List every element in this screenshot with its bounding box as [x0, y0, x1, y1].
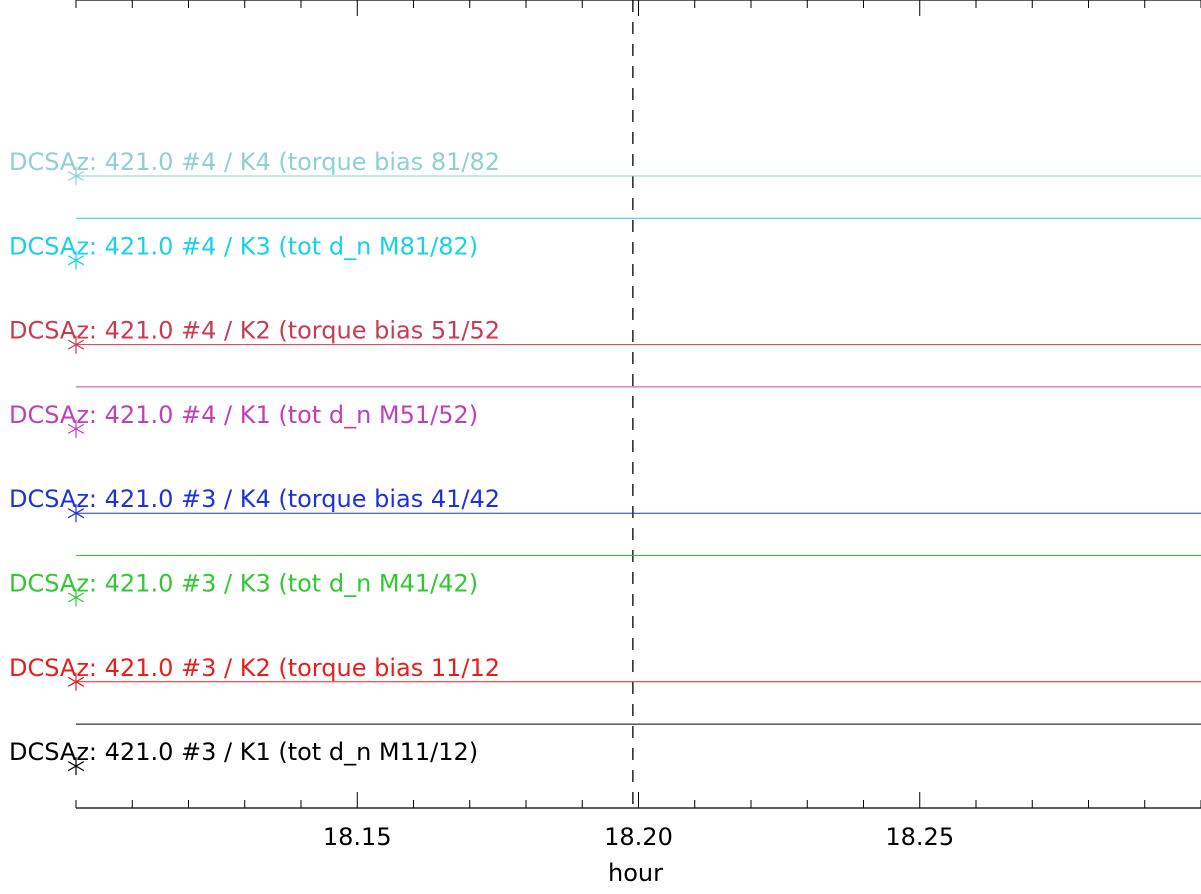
series-marker [67, 757, 85, 776]
x-axis-label: hour [608, 859, 663, 887]
series-marker [67, 167, 85, 185]
series-marker [67, 672, 85, 691]
series-label: DCSAz: 421.0 #3 / K4 (torque bias 41/42 [9, 485, 500, 513]
series-marker [67, 588, 85, 607]
series-label: DCSAz: 421.0 #3 / K2 (torque bias 11/12 [9, 654, 500, 682]
x-tick-label: 18.20 [604, 823, 673, 851]
series-marker [67, 335, 85, 354]
x-tick-label: 18.25 [885, 823, 954, 851]
series-label: DCSAz: 421.0 #4 / K3 (tot d_n M81/82) [9, 232, 478, 260]
x-tick-label: 18.15 [323, 823, 392, 851]
series-marker [67, 419, 85, 438]
series-label: DCSAz: 421.0 #4 / K1 (tot d_n M51/52) [9, 401, 478, 429]
series-label: DCSAz: 421.0 #4 / K2 (torque bias 51/52 [9, 317, 500, 345]
series-label: DCSAz: 421.0 #3 / K1 (tot d_n M11/12) [9, 738, 478, 766]
series-label: DCSAz: 421.0 #3 / K3 (tot d_n M41/42) [9, 570, 478, 598]
series-label: DCSAz: 421.0 #4 / K4 (torque bias 81/82 [9, 148, 500, 176]
series-marker [67, 251, 85, 270]
series-marker [67, 504, 85, 523]
